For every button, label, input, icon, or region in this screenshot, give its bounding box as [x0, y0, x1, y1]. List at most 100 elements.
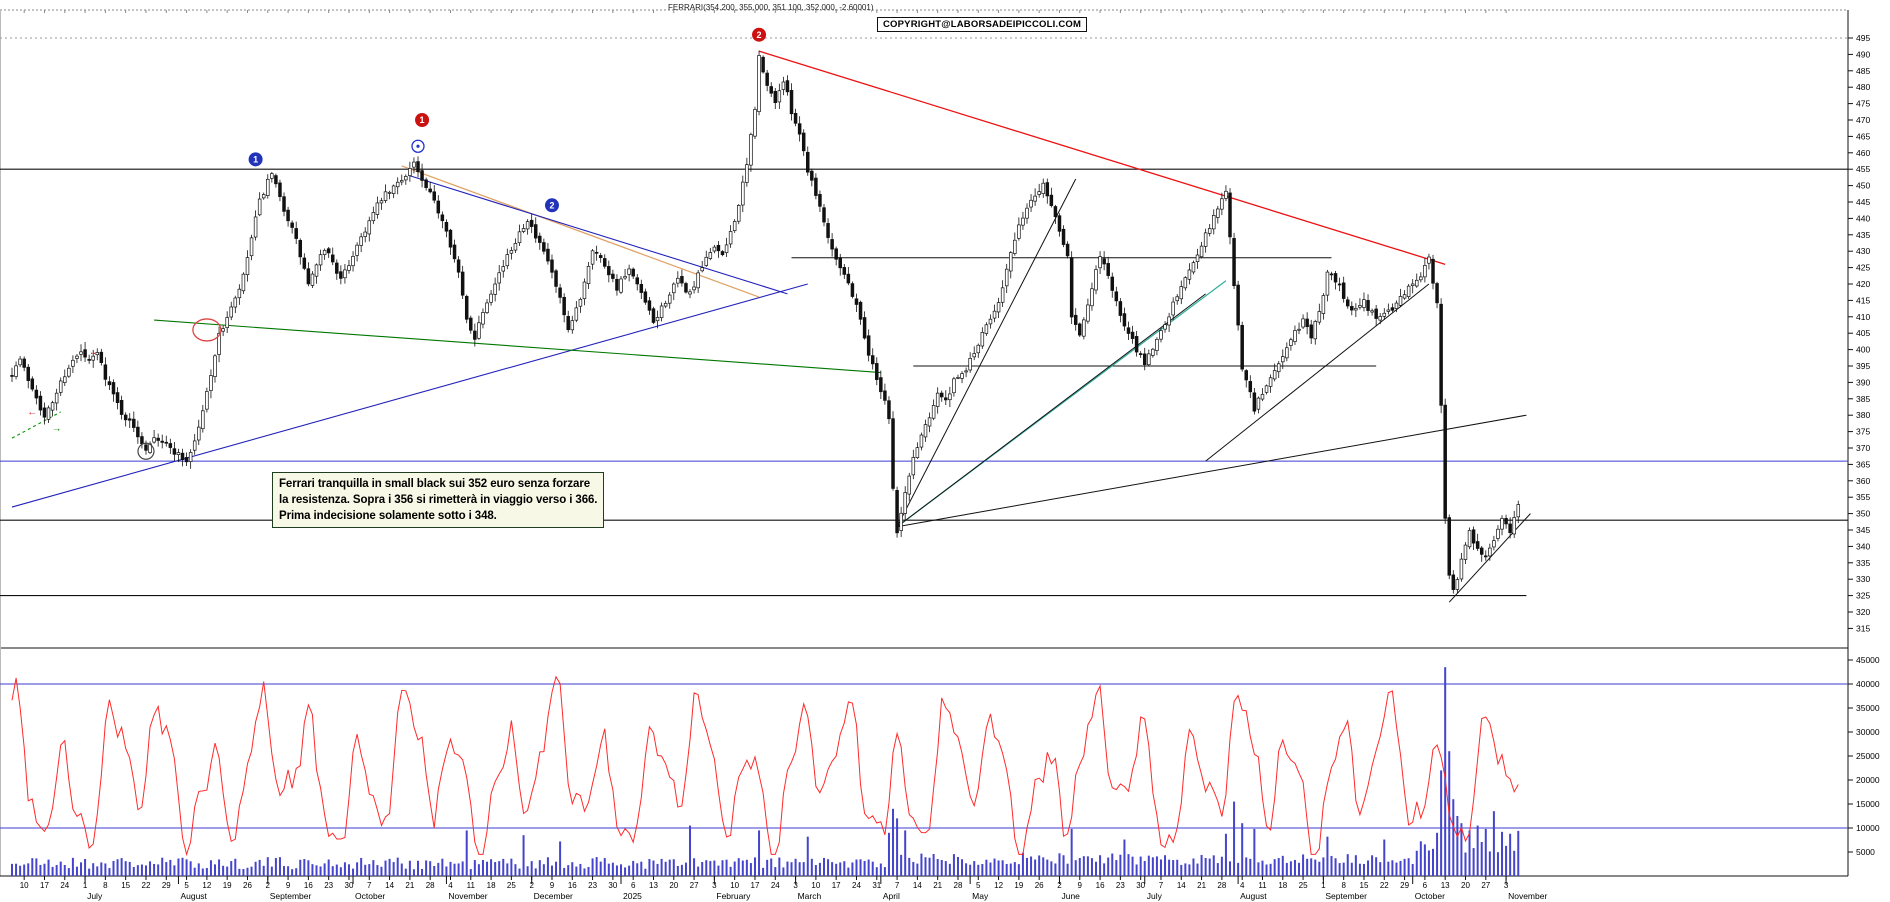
svg-text:16: 16 [1096, 881, 1105, 890]
svg-text:495: 495 [1856, 33, 1870, 43]
oscillator-layer [11, 675, 1519, 857]
svg-text:30: 30 [608, 881, 617, 890]
svg-text:340: 340 [1856, 541, 1870, 551]
svg-text:355: 355 [1856, 492, 1870, 502]
svg-text:400: 400 [1856, 345, 1870, 355]
svg-text:345: 345 [1856, 525, 1870, 535]
svg-text:May: May [972, 891, 989, 901]
svg-text:7: 7 [895, 881, 900, 890]
svg-text:490: 490 [1856, 49, 1870, 59]
svg-text:12: 12 [994, 881, 1003, 890]
svg-text:13: 13 [649, 881, 658, 890]
svg-text:435: 435 [1856, 230, 1870, 240]
svg-text:29: 29 [1400, 881, 1409, 890]
svg-text:14: 14 [913, 881, 922, 890]
svg-text:350: 350 [1856, 509, 1870, 519]
svg-text:9: 9 [1078, 881, 1083, 890]
svg-text:19: 19 [223, 881, 232, 890]
svg-text:10000: 10000 [1856, 823, 1880, 833]
svg-text:450: 450 [1856, 181, 1870, 191]
svg-text:9: 9 [286, 881, 291, 890]
svg-text:21: 21 [933, 881, 942, 890]
svg-text:7: 7 [367, 881, 372, 890]
svg-text:3: 3 [1504, 881, 1509, 890]
svg-text:10: 10 [730, 881, 739, 890]
svg-text:June: June [1061, 891, 1080, 901]
svg-text:385: 385 [1856, 394, 1870, 404]
svg-text:415: 415 [1856, 295, 1870, 305]
svg-text:7: 7 [1159, 881, 1164, 890]
analysis-note: Ferrari tranquilla in small black sui 35… [272, 472, 605, 528]
svg-text:February: February [716, 891, 751, 901]
svg-text:1: 1 [1321, 881, 1326, 890]
svg-text:14: 14 [1177, 881, 1186, 890]
svg-text:17: 17 [40, 881, 49, 890]
svg-text:20: 20 [669, 881, 678, 890]
svg-text:November: November [1508, 891, 1547, 901]
trendlines-layer [11, 50, 1531, 603]
svg-text:420: 420 [1856, 279, 1870, 289]
svg-text:2: 2 [757, 30, 762, 40]
svg-text:380: 380 [1856, 410, 1870, 420]
svg-text:430: 430 [1856, 246, 1870, 256]
svg-text:March: March [798, 891, 822, 901]
svg-text:4: 4 [448, 881, 453, 890]
svg-text:24: 24 [852, 881, 861, 890]
svg-text:6: 6 [631, 881, 636, 890]
svg-text:1: 1 [420, 115, 425, 125]
svg-text:→: → [52, 423, 62, 434]
svg-text:20: 20 [1461, 881, 1470, 890]
svg-text:17: 17 [832, 881, 841, 890]
svg-text:September: September [1325, 891, 1367, 901]
svg-text:485: 485 [1856, 66, 1870, 76]
svg-text:480: 480 [1856, 82, 1870, 92]
svg-text:390: 390 [1856, 377, 1870, 387]
svg-text:2: 2 [529, 881, 534, 890]
svg-text:··: ·· [91, 349, 96, 358]
svg-text:20000: 20000 [1856, 775, 1880, 785]
svg-text:3: 3 [793, 881, 798, 890]
svg-text:23: 23 [1116, 881, 1125, 890]
svg-text:1: 1 [253, 155, 258, 165]
svg-text:315: 315 [1856, 623, 1870, 633]
svg-text:35000: 35000 [1856, 703, 1880, 713]
svg-text:25: 25 [1299, 881, 1308, 890]
svg-text:10: 10 [811, 881, 820, 890]
svg-text:3: 3 [712, 881, 717, 890]
svg-text:15: 15 [1360, 881, 1369, 890]
svg-text:27: 27 [690, 881, 699, 890]
svg-text:22: 22 [142, 881, 151, 890]
svg-text:30000: 30000 [1856, 727, 1880, 737]
svg-text:18: 18 [487, 881, 496, 890]
svg-text:October: October [1415, 891, 1445, 901]
note-line-1: Ferrari tranquilla in small black sui 35… [279, 478, 591, 490]
svg-text:370: 370 [1856, 443, 1870, 453]
svg-text:8: 8 [103, 881, 108, 890]
svg-text:22: 22 [1380, 881, 1389, 890]
svg-text:December: December [534, 891, 573, 901]
svg-text:40000: 40000 [1856, 679, 1880, 689]
svg-text:16: 16 [304, 881, 313, 890]
svg-text:470: 470 [1856, 115, 1870, 125]
grid-layer [0, 9, 1849, 877]
svg-text:320: 320 [1856, 607, 1870, 617]
svg-text:23: 23 [324, 881, 333, 890]
svg-text:11: 11 [1258, 881, 1267, 890]
svg-text:26: 26 [1035, 881, 1044, 890]
svg-text:425: 425 [1856, 263, 1870, 273]
svg-text:9: 9 [550, 881, 555, 890]
svg-text:August: August [1240, 891, 1267, 901]
svg-text:8: 8 [1341, 881, 1346, 890]
svg-text:455: 455 [1856, 164, 1870, 174]
svg-text:19: 19 [1014, 881, 1023, 890]
svg-text:29: 29 [162, 881, 171, 890]
svg-text:13: 13 [1441, 881, 1450, 890]
svg-text:28: 28 [1217, 881, 1226, 890]
svg-text:←: ← [27, 407, 37, 418]
markers-layer: 2 1 1 2 ← → ·· [27, 27, 767, 460]
note-line-2: la resistenza. Sopra i 356 si rimetterà … [279, 494, 598, 506]
svg-text:330: 330 [1856, 574, 1870, 584]
axes-layer: 3153203253303353403453503553603653703753… [20, 10, 1880, 901]
